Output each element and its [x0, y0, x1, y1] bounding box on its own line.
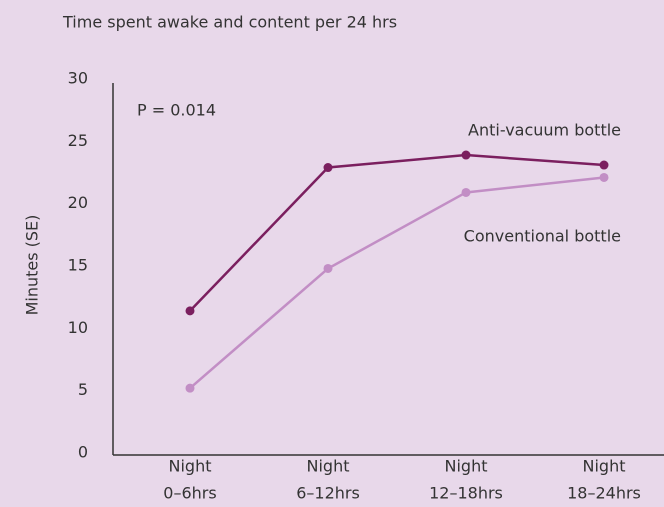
- y-tick-label: 25: [68, 131, 88, 150]
- data-point: [185, 306, 195, 316]
- annotation: P = 0.014: [137, 101, 216, 120]
- x-tick-label: 6–12hrs: [296, 484, 360, 503]
- series-line: [189, 176, 605, 390]
- data-point: [599, 172, 609, 182]
- y-tick-label: 30: [68, 69, 88, 88]
- legend-label: Anti-vacuum bottle: [468, 121, 621, 140]
- data-point: [461, 150, 471, 160]
- x-tick-label: Night: [445, 457, 488, 476]
- x-tick-label: 12–18hrs: [429, 484, 503, 503]
- series-line: [189, 153, 605, 312]
- data-point: [599, 160, 609, 170]
- x-tick-label: Night: [307, 457, 350, 476]
- data-point: [461, 187, 471, 197]
- chart-title: Time spent awake and content per 24 hrs: [62, 13, 397, 32]
- x-tick-label: Night: [583, 457, 626, 476]
- data-point: [323, 263, 333, 273]
- x-tick-label: Night: [169, 457, 212, 476]
- data-point: [323, 163, 333, 173]
- legend-label: Conventional bottle: [464, 227, 621, 246]
- y-tick-label: 15: [68, 256, 88, 275]
- x-tick-label: 0–6hrs: [163, 484, 216, 503]
- y-axis-label: Minutes (SE): [23, 215, 42, 316]
- x-tick-label: 18–24hrs: [567, 484, 641, 503]
- y-tick-label: 0: [78, 443, 88, 462]
- y-tick-label: 20: [68, 193, 88, 212]
- data-point: [185, 383, 195, 393]
- y-tick-label: 5: [78, 380, 88, 399]
- y-tick-label: 10: [68, 318, 88, 337]
